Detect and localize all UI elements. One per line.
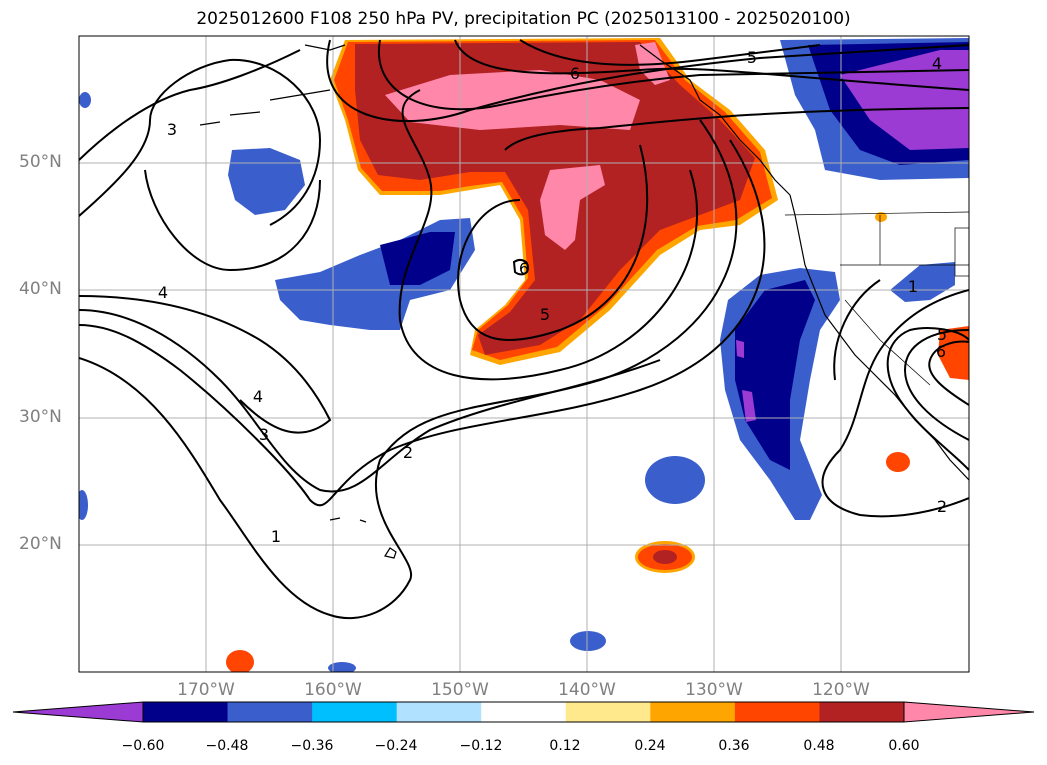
colorbar-tick: −0.60 (121, 738, 165, 754)
positive-anomaly-region (226, 38, 969, 672)
map-title: 2025012600 F108 250 hPa PV, precipitatio… (196, 9, 851, 29)
colorbar-cell (650, 702, 736, 722)
colorbar-cell (312, 702, 398, 722)
colorbar-tick: 0.60 (888, 738, 920, 754)
svg-text:5: 5 (747, 48, 757, 67)
lat-label-50n: 50°N (19, 152, 62, 172)
political-borders (784, 211, 969, 386)
lat-label-40n: 40°N (19, 279, 62, 299)
colorbar-tick: −0.24 (374, 738, 418, 754)
lon-label-170w: 170°W (177, 680, 235, 700)
colorbar-tick: 0.36 (718, 738, 750, 754)
lon-label-130w: 130°W (685, 680, 743, 700)
lat-label-30n: 30°N (19, 407, 62, 427)
colorbar-cell (143, 702, 229, 722)
svg-text:1: 1 (271, 527, 281, 546)
negative-anomaly-region (79, 38, 969, 672)
contour-labels: 6 5 4 3 4 4 3 2 1 6 5 2 1 5 6 (158, 48, 947, 546)
svg-text:6: 6 (936, 342, 946, 361)
colorbar-tick: 0.24 (634, 738, 666, 754)
svg-text:4: 4 (253, 387, 263, 406)
svg-text:4: 4 (158, 283, 168, 302)
svg-text:2: 2 (403, 443, 413, 462)
colorbar-extend-high (904, 702, 1034, 722)
svg-text:5: 5 (540, 305, 550, 324)
colorbar-cell (819, 702, 905, 722)
pv-contours (79, 39, 969, 620)
colorbar-extend-low (13, 702, 143, 722)
svg-text:5: 5 (937, 325, 947, 344)
lon-label-160w: 160°W (304, 680, 362, 700)
colorbar-cell (227, 702, 313, 722)
colorbar-tick: 0.12 (549, 738, 581, 754)
colorbar-tick: −0.48 (205, 738, 249, 754)
svg-text:4: 4 (932, 54, 942, 73)
lat-label-20n: 20°N (19, 534, 62, 554)
svg-text:2: 2 (937, 497, 947, 516)
colorbar-cell (481, 702, 567, 722)
colorbar (12, 701, 1035, 723)
svg-text:6: 6 (519, 259, 529, 278)
colorbar-cell (396, 702, 482, 722)
colorbar-tick: 0.48 (803, 738, 835, 754)
lon-label-150w: 150°W (431, 680, 489, 700)
lon-label-120w: 120°W (812, 680, 870, 700)
colorbar-cell (734, 702, 820, 722)
colorbar-tick: −0.36 (290, 738, 334, 754)
colorbar-cell (565, 702, 651, 722)
colorbar-tick: −0.12 (459, 738, 503, 754)
svg-text:3: 3 (167, 120, 177, 139)
lon-label-140w: 140°W (558, 680, 616, 700)
svg-text:1: 1 (908, 277, 918, 296)
svg-text:3: 3 (259, 425, 269, 444)
svg-text:6: 6 (570, 64, 580, 83)
graticule (79, 36, 969, 672)
